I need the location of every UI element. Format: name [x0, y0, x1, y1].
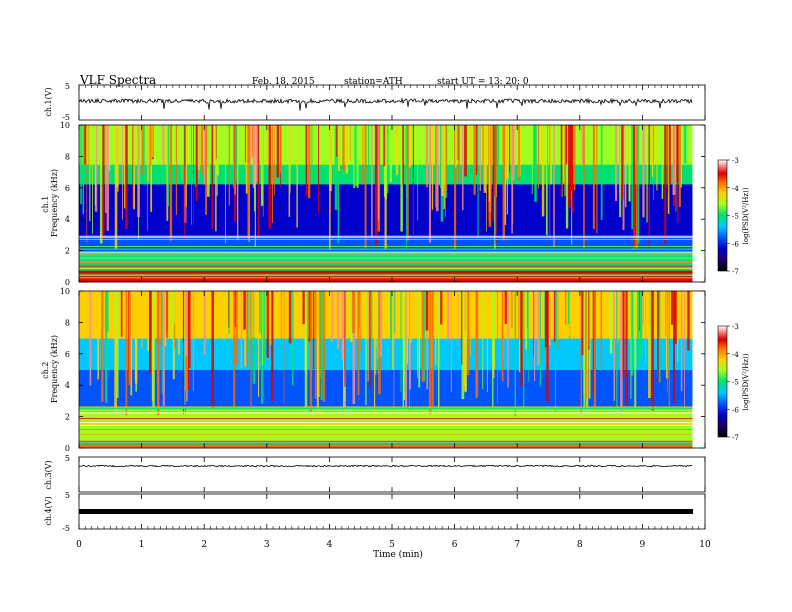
x-axis: 0 1 2 3 4 5 6 7 8 9 10: [76, 85, 711, 550]
ch2-spec-ylabel-channel: ch.2: [41, 362, 50, 379]
ch4-waveform-panel: ch.4(V) 5 -5: [44, 491, 706, 533]
ch2-colorbar-label: log(PSD(V²/Hz)): [742, 353, 750, 410]
ch1-colorbar-label: log(PSD(V²/Hz)): [742, 187, 750, 244]
x-tick-label-7: 7: [514, 540, 520, 550]
spec2ticks-label-5: 10: [60, 287, 70, 296]
spec2ticks-label-4: 8: [65, 318, 70, 327]
ch2-spectrogram-panel: ch.2 Frequency (kHz) 0 2 4 6 8 10: [41, 287, 706, 453]
x-tick-label-6: 6: [452, 540, 458, 550]
cb2ticks-label-3: -6: [732, 406, 739, 414]
spec2ticks-label-3: 6: [65, 350, 70, 359]
spec1ticks-label-4: 8: [65, 152, 70, 161]
x-axis-label: Time (min): [373, 549, 423, 560]
x-tick-label-4: 4: [327, 540, 333, 550]
ch1-spec-ylabel-channel: ch.1: [41, 196, 50, 213]
x-tick-label-5: 5: [389, 540, 395, 550]
x-tick-label-9: 9: [640, 540, 646, 550]
ch2-spec-ylabel: ch.2 Frequency (kHz): [41, 335, 59, 403]
ch4-ytick-top: 5: [65, 491, 70, 500]
ch1-colorbar: -3 -4 -5 -6 -7 log(PSD(V²/Hz)): [717, 157, 750, 276]
start-time-label: start UT = 13: 20: 0: [437, 77, 529, 87]
ch4-ytick-bottom: -5: [62, 524, 70, 533]
ch1-spec-ylabel-axis: Frequency (kHz): [50, 169, 59, 237]
ch1-waveform-panel: ch.1(V) 5 -5: [44, 82, 706, 122]
cb2ticks-label-4: -7: [732, 434, 739, 442]
ch3-ytick-top: 5: [65, 454, 70, 463]
x-tick-label-8: 8: [577, 540, 583, 550]
ch4-waveform-trace: [79, 509, 693, 514]
spec1ticks-label-5: 10: [60, 121, 70, 130]
ch1-spec-ylabel: ch.1 Frequency (kHz): [41, 169, 59, 237]
spec1ticks-label-3: 6: [65, 184, 70, 193]
date-label: Feb. 18, 2015: [252, 77, 315, 87]
spec2ticks-label-2: 4: [65, 381, 70, 390]
ch2-spectrogram-image: [79, 291, 705, 449]
figure-title: VLF Spectra: [79, 73, 156, 87]
spec1ticks-label-2: 4: [65, 215, 70, 224]
x-tick-label-1: 1: [139, 540, 145, 550]
ch3-ylabel: ch.3(V): [44, 460, 53, 489]
ch1-ytick-top: 5: [65, 82, 70, 91]
ch1-spectrogram-image: [79, 125, 705, 283]
cb1ticks-label-3: -6: [732, 240, 739, 248]
ch1-waveform-trace: [78, 97, 693, 111]
ch3-waveform-panel: ch.3(V) 5: [44, 454, 706, 493]
cb2ticks-label-1: -4: [732, 351, 739, 359]
cb2ticks-label-0: -3: [732, 323, 739, 331]
ch1-colorbar-gradient: [717, 159, 728, 272]
station-label: station=ATH: [344, 77, 403, 87]
spec1ticks-label-0: 0: [65, 278, 70, 287]
x-tick-label-2: 2: [201, 540, 207, 550]
cb2ticks-label-2: -5: [732, 379, 739, 387]
cb1ticks-label-2: -5: [732, 213, 739, 221]
spec2ticks-label-1: 2: [65, 413, 70, 422]
cb1ticks-label-1: -4: [732, 185, 739, 193]
spec1ticks-label-1: 2: [65, 247, 70, 256]
ch2-colorbar: -3 -4 -5 -6 -7 log(PSD(V²/Hz)): [717, 323, 750, 442]
cb1ticks-label-0: -3: [732, 157, 739, 165]
x-tick-label-10: 10: [699, 540, 711, 550]
ch2-colorbar-gradient: [717, 325, 728, 438]
x-tick-label-3: 3: [264, 540, 270, 550]
ch1-spectrogram-panel: ch.1 Frequency (kHz) 0 2 4 6 8 10: [41, 121, 706, 287]
spec2ticks-label-0: 0: [65, 444, 70, 453]
ch3-panel-frame: [78, 456, 706, 493]
ch2-spec-ylabel-axis: Frequency (kHz): [50, 335, 59, 403]
cb1ticks-label-4: -7: [732, 268, 739, 276]
ch4-ylabel: ch.4(V): [44, 496, 53, 525]
ch3-waveform-trace: [78, 464, 693, 468]
ch1-ytick-bottom: -5: [62, 113, 70, 122]
ch1-ylabel: ch.1(V): [44, 87, 53, 116]
x-tick-label-0: 0: [76, 540, 82, 550]
